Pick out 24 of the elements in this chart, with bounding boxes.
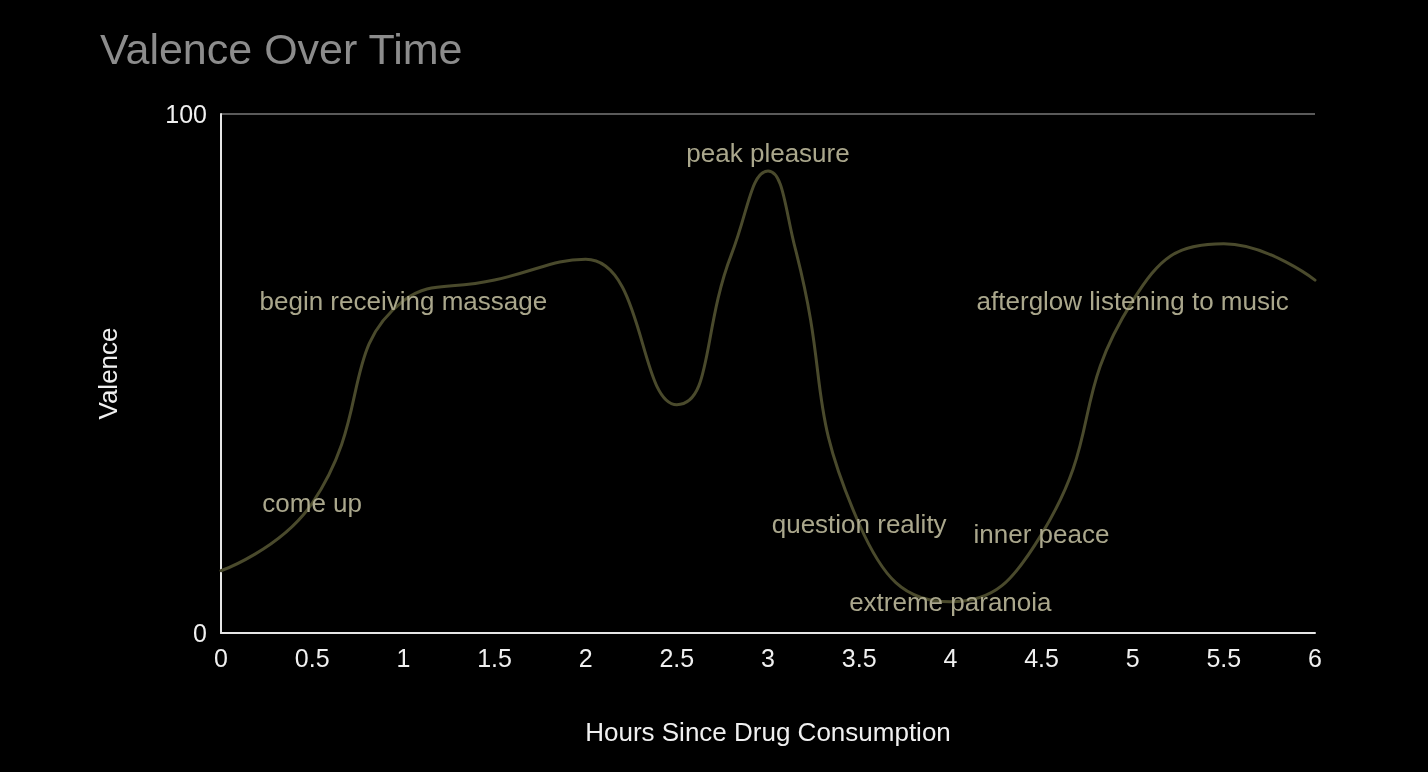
annotation: extreme paranoia: [849, 586, 1053, 617]
x-tick-label: 6: [1308, 643, 1322, 672]
annotation: inner peace: [973, 519, 1110, 550]
y-tick-label: 100: [165, 100, 207, 128]
y-axis-title: Valence: [93, 327, 123, 420]
x-tick-label: 0.5: [294, 643, 330, 672]
chart-title: Valence Over Time: [100, 24, 463, 73]
x-tick-label: 5: [1125, 643, 1140, 672]
x-tick-label: 4.5: [1024, 643, 1059, 672]
x-tick-label: 4: [943, 643, 958, 672]
annotation: question reality: [771, 509, 947, 540]
x-tick-label: 1.5: [477, 643, 512, 672]
x-tick-label: 3: [761, 643, 775, 672]
x-tick-label: 2.5: [659, 643, 695, 672]
annotation: afterglow listening to music: [976, 285, 1289, 316]
x-tick-label: 3.5: [841, 643, 877, 672]
annotation: begin receiving massage: [259, 285, 548, 316]
x-tick-label: 0: [214, 643, 228, 672]
x-axis-title: Hours Since Drug Consumption: [585, 717, 951, 747]
annotation: peak pleasure: [686, 138, 850, 169]
annotation: come up: [262, 488, 363, 519]
x-tick-label: 1: [396, 643, 411, 672]
x-tick-label: 2: [578, 643, 593, 672]
x-tick-label: 5.5: [1206, 643, 1242, 672]
